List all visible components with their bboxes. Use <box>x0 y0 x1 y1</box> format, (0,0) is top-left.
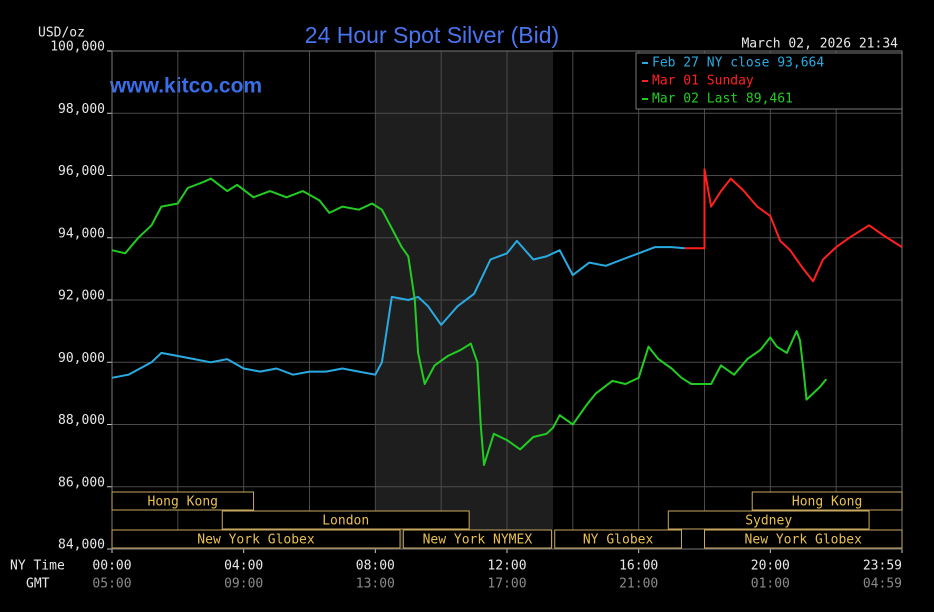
y-tick-label: 88,000 <box>58 413 105 428</box>
plot-border <box>111 50 903 550</box>
session-box <box>554 529 682 549</box>
y-tick-label: 100,000 <box>50 40 105 55</box>
watermark: www.kitco.com <box>109 75 262 98</box>
session-box <box>111 491 255 511</box>
gmt-tick-label: 17:00 <box>487 577 526 592</box>
session-label: New York Globex <box>745 533 863 548</box>
series-line <box>684 168 903 283</box>
session-box <box>751 491 903 511</box>
session-box <box>704 529 903 549</box>
y-tick-label: 98,000 <box>58 102 105 117</box>
y-axis-label: USD/oz <box>38 26 85 41</box>
session-label: New York Globex <box>197 533 315 548</box>
y-tick-label: 92,000 <box>58 289 105 304</box>
gmt-tick-label: 21:00 <box>619 577 658 592</box>
series-line <box>111 177 828 466</box>
series-line <box>111 239 685 379</box>
y-tick-label: 86,000 <box>58 475 105 490</box>
gmt-tick-label: 04:59 <box>863 577 902 592</box>
legend-label: Feb 27 NY close 93,664 <box>652 56 824 71</box>
y-tick-label: 84,000 <box>58 538 105 553</box>
x2-row-label: GMT <box>26 577 50 592</box>
session-label: NY Globex <box>583 533 654 548</box>
chart-title: 24 Hour Spot Silver (Bid) <box>305 22 559 48</box>
x-tick-label: 23:59 <box>863 559 902 574</box>
session-box <box>111 529 401 549</box>
session-label: Hong Kong <box>792 495 862 510</box>
gmt-tick-label: 01:00 <box>751 577 790 592</box>
legend-box <box>635 52 903 110</box>
gmt-tick-label: 05:00 <box>92 577 131 592</box>
x-tick-label: 04:00 <box>224 559 263 574</box>
timestamp: March 02, 2026 21:34 <box>741 37 898 52</box>
legend-label: Mar 01 Sunday <box>652 74 754 89</box>
session-box <box>221 510 470 530</box>
session-label: Hong Kong <box>148 495 218 510</box>
session-label: New York NYMEX <box>423 533 533 548</box>
gmt-tick-label: 09:00 <box>224 577 263 592</box>
x-tick-label: 20:00 <box>751 559 790 574</box>
session-label: Sydney <box>745 514 792 529</box>
x-tick-label: 08:00 <box>356 559 395 574</box>
legend-label: Mar 02 Last 89,461 <box>652 92 793 107</box>
y-tick-label: 96,000 <box>58 164 105 179</box>
x-tick-label: 12:00 <box>487 559 526 574</box>
x-tick-label: 16:00 <box>619 559 658 574</box>
session-label: London <box>322 514 369 529</box>
y-tick-label: 90,000 <box>58 351 105 366</box>
gmt-tick-label: 13:00 <box>356 577 395 592</box>
y-tick-label: 94,000 <box>58 226 105 241</box>
x-row-label: NY Time <box>10 559 65 574</box>
session-box <box>402 529 552 549</box>
session-box <box>667 510 870 530</box>
x-tick-label: 00:00 <box>92 559 131 574</box>
